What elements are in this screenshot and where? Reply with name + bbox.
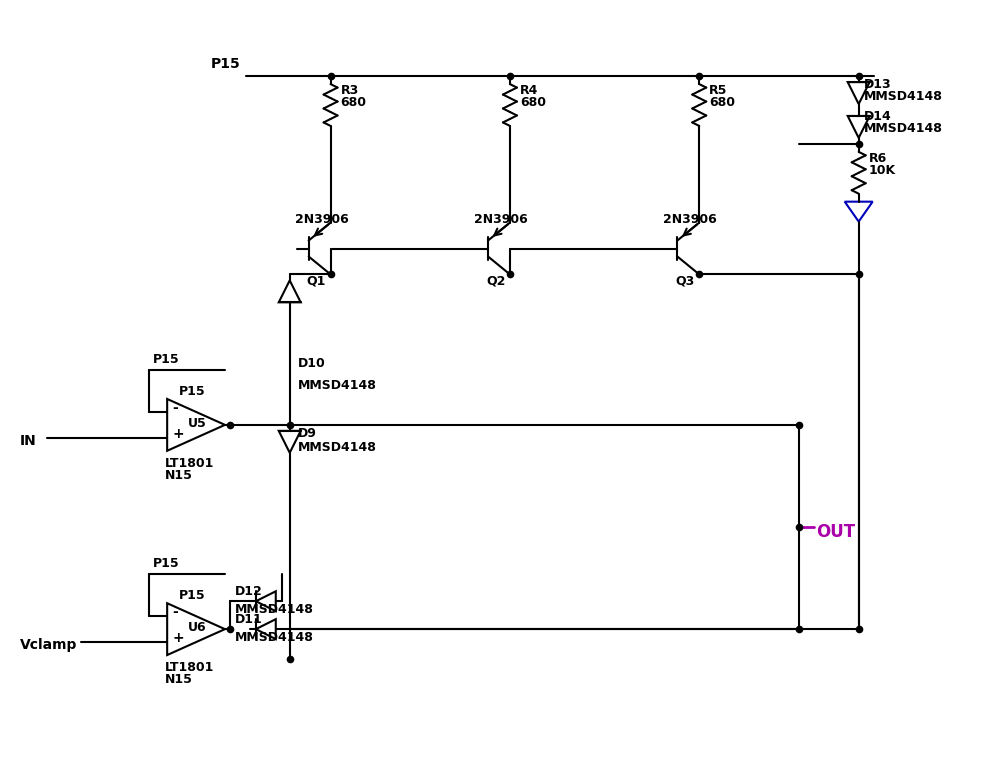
Text: MMSD4148: MMSD4148: [235, 603, 314, 616]
Text: D14: D14: [863, 110, 892, 123]
Text: 10K: 10K: [869, 164, 896, 177]
Text: LT1801: LT1801: [165, 661, 214, 674]
Text: N15: N15: [165, 673, 193, 686]
Text: U6: U6: [189, 621, 207, 634]
Text: MMSD4148: MMSD4148: [863, 122, 943, 135]
Text: P15: P15: [153, 353, 180, 366]
Text: 680: 680: [709, 96, 736, 109]
Text: 680: 680: [341, 96, 366, 109]
Text: 680: 680: [519, 96, 546, 109]
Text: Q3: Q3: [676, 274, 694, 287]
Text: MMSD4148: MMSD4148: [863, 90, 943, 103]
Text: LT1801: LT1801: [165, 457, 214, 470]
Text: P15: P15: [211, 57, 241, 71]
Text: D9: D9: [298, 427, 316, 440]
Text: Vclamp: Vclamp: [20, 638, 77, 652]
Text: MMSD4148: MMSD4148: [298, 379, 376, 392]
Text: N15: N15: [165, 469, 193, 482]
Text: -: -: [172, 605, 178, 619]
Text: MMSD4148: MMSD4148: [235, 631, 314, 644]
Text: D12: D12: [235, 585, 262, 598]
Text: D11: D11: [235, 613, 262, 626]
Text: U5: U5: [189, 417, 207, 430]
Text: IN: IN: [20, 434, 36, 448]
Text: MMSD4148: MMSD4148: [298, 441, 376, 454]
Text: Q2: Q2: [486, 274, 506, 287]
Text: R4: R4: [519, 84, 538, 97]
Text: -: -: [172, 401, 178, 415]
Text: +: +: [172, 427, 184, 441]
Text: D13: D13: [863, 78, 892, 91]
Text: +: +: [172, 631, 184, 645]
Text: Q1: Q1: [306, 274, 326, 287]
Text: 2N3906: 2N3906: [664, 213, 717, 225]
Text: P15: P15: [179, 589, 206, 602]
Text: 2N3906: 2N3906: [474, 213, 527, 225]
Text: P15: P15: [179, 385, 206, 398]
Text: D10: D10: [298, 357, 325, 370]
Text: R3: R3: [341, 84, 358, 97]
Text: R6: R6: [869, 152, 887, 165]
Text: P15: P15: [153, 557, 180, 570]
Text: 2N3906: 2N3906: [295, 213, 349, 225]
Text: OUT: OUT: [816, 523, 855, 541]
Text: R5: R5: [709, 84, 728, 97]
